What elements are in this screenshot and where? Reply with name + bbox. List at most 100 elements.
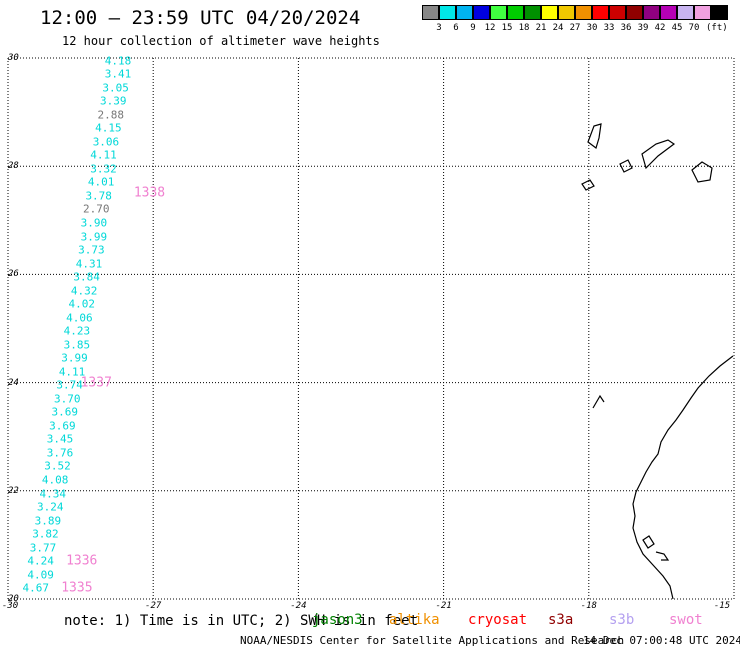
graticule — [7, 57, 735, 600]
legend-swatch — [643, 5, 660, 20]
wave-height-value: 3.90 — [80, 216, 108, 230]
legend-label: 39 — [637, 23, 649, 33]
wave-height-value: 4.08 — [41, 473, 69, 487]
wave-height-value: 4.24 — [27, 554, 54, 568]
island-la-gomera — [619, 159, 633, 173]
legend-swatch — [490, 5, 507, 20]
wave-height-value: 4.18 — [104, 54, 132, 68]
legend-swatch — [507, 5, 524, 20]
satellite-label: cryosat — [468, 612, 528, 628]
legend-label: 70 — [688, 23, 700, 33]
longitude-label: -30 — [1, 601, 19, 611]
satellite-label: s3a — [548, 612, 574, 628]
legend-swatch — [473, 5, 490, 20]
page-title: 12:00 — 23:59 UTC 04/20/2024 — [40, 7, 361, 29]
coast-inlet — [655, 551, 670, 561]
wave-height-value: 4.11 — [58, 365, 86, 379]
wave-height-map[interactable]: 20 22 24 26 28 30 4.18 3.41 3.05 3.39 2.88 4.15 3.0… — [7, 53, 735, 604]
pass-number-label: 1335 — [61, 580, 93, 596]
wave-height-value: 3.99 — [80, 230, 108, 244]
page-subtitle: 12 hour collection of altimeter wave hei… — [62, 34, 380, 48]
legend-label: 24 — [552, 23, 564, 33]
legend-swatch — [609, 5, 626, 20]
latitude-label: 20 — [8, 594, 19, 604]
longitude-label: -27 — [145, 601, 162, 611]
legend-label: 42 — [654, 23, 666, 33]
wave-height-value: 3.69 — [49, 419, 76, 433]
wave-height-value: 3.06 — [92, 135, 120, 149]
latitude-label: 24 — [8, 377, 19, 388]
satellite-label: s3b — [609, 612, 635, 628]
legend-swatch — [439, 5, 456, 20]
pass-number-label: 1338 — [133, 185, 166, 201]
legend-swatch — [541, 5, 558, 20]
legend-label: 33 — [603, 23, 615, 33]
wave-height-value: 3.74 — [56, 378, 83, 392]
latitude-label: 22 — [8, 485, 19, 496]
wave-height-value: 4.02 — [68, 297, 96, 311]
legend-swatch — [524, 5, 541, 20]
legend-swatch — [575, 5, 592, 20]
wave-height-value: 3.32 — [90, 162, 117, 176]
legend-label: 21 — [535, 23, 547, 33]
longitude-label: -24 — [290, 601, 307, 611]
legend-label: 3 — [436, 23, 442, 33]
legend-swatch — [626, 5, 643, 20]
coast-bay — [592, 394, 605, 409]
island-tenerife — [641, 139, 676, 170]
wave-height-value: 3.84 — [73, 270, 100, 284]
wave-height-value: 3.82 — [32, 527, 59, 541]
wave-height-value: 4.34 — [39, 487, 66, 500]
wave-height-value: 4.09 — [27, 568, 54, 582]
wave-height-value: 4.32 — [70, 284, 98, 298]
legend-swatch — [660, 5, 677, 20]
wave-height-value: 2.70 — [83, 202, 110, 216]
wave-height-value: 3.41 — [104, 67, 132, 81]
island-gran-canaria — [691, 161, 713, 183]
wave-height-value: 3.39 — [99, 94, 127, 108]
legend-label: 36 — [620, 23, 632, 33]
wave-height-value: 4.11 — [90, 148, 117, 162]
satellite-label: altika — [389, 612, 440, 628]
island-la-palma — [587, 123, 602, 149]
coast-cape — [642, 535, 655, 549]
legend-swatch — [711, 5, 728, 20]
legend-label: 45 — [671, 23, 683, 33]
legend-swatch — [592, 5, 609, 20]
legend-swatch — [456, 5, 473, 20]
wave-height-value: 3.45 — [46, 432, 74, 446]
wave-height-value: 4.31 — [75, 257, 103, 271]
map-canvas — [7, 57, 735, 600]
longitude-label: -18 — [580, 601, 597, 611]
longitude-label: -21 — [435, 601, 452, 611]
credit-timestamp: 14 Dec 07:00:48 UTC 2024 — [583, 634, 740, 647]
longitude-label: -15 — [713, 601, 731, 611]
footer-note: note: 1) Time is in UTC; 2) SWH is in fe… — [64, 613, 419, 629]
wave-height-value: 2.88 — [97, 108, 125, 122]
wave-height-value: 3.05 — [102, 81, 129, 95]
legend-label: 9 — [470, 23, 476, 33]
legend-unit: (ft) — [706, 23, 728, 33]
latitude-label: 30 — [8, 53, 19, 63]
legend-label: 27 — [569, 23, 581, 33]
wave-height-value: 3.69 — [51, 405, 79, 419]
wave-height-value: 3.89 — [34, 514, 62, 528]
legend-swatch — [558, 5, 575, 20]
latitude-label: 28 — [8, 161, 19, 172]
legend-label: 12 — [484, 23, 496, 33]
legend-label: 15 — [501, 23, 513, 33]
legend-swatch — [422, 5, 439, 20]
credit-organization: NOAA/NESDIS Center for Satellite Applica… — [240, 634, 625, 647]
legend-label: 30 — [586, 23, 598, 33]
wave-height-value: 3.76 — [46, 446, 74, 460]
wave-height-value: 4.23 — [63, 324, 91, 338]
legend-swatch — [694, 5, 711, 20]
wave-height-value: 4.01 — [87, 175, 115, 189]
satellite-label: swot — [669, 612, 703, 628]
legend-label: 18 — [518, 23, 530, 33]
coastline — [581, 123, 734, 600]
pass-number-label: 1337 — [80, 375, 112, 391]
latitude-label: 26 — [8, 269, 19, 280]
wave-height-value: 3.78 — [85, 189, 112, 203]
wave-height-value: 4.15 — [95, 121, 122, 135]
